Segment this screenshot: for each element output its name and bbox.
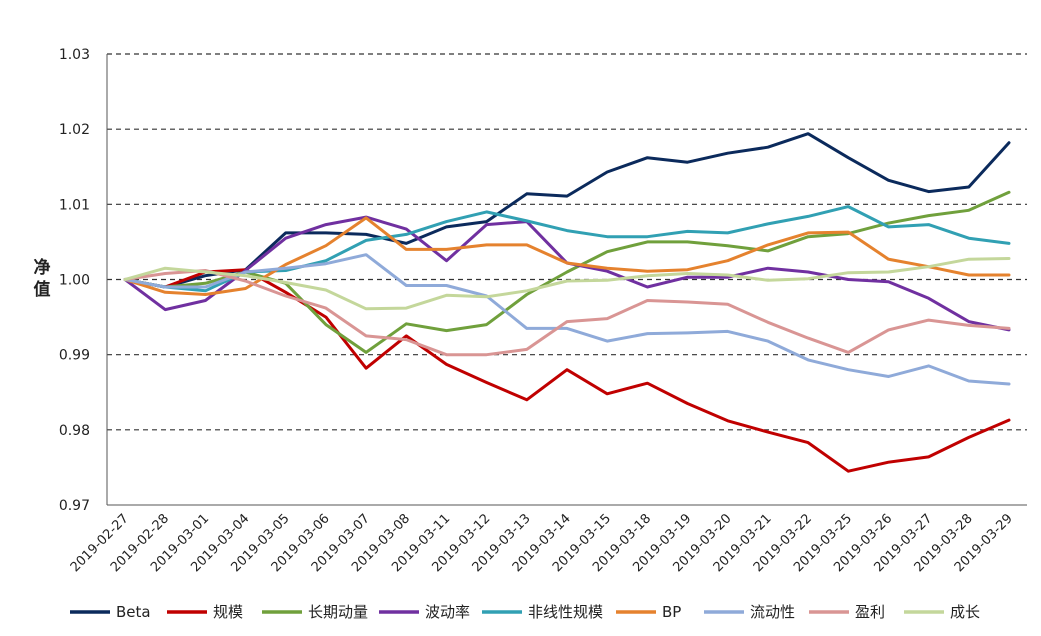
legend-label: 非线性规模	[528, 603, 603, 621]
x-axis-ticks: 2019-02-272019-02-282019-03-012019-03-04…	[68, 511, 1016, 575]
series-line	[123, 269, 1011, 357]
series-line	[123, 268, 1011, 473]
legend-label: 长期动量	[308, 603, 368, 621]
y-axis-ticks: 0.97 0.98 0.99 1.00 1.01 1.02 1.03	[59, 47, 90, 514]
series-line	[123, 132, 1011, 289]
y-tick-label: 1.03	[59, 47, 90, 63]
y-tick-label: 0.97	[59, 498, 90, 514]
legend: Beta 规模 长期动量 波动率 非线性规模 BP 流动性 盈利 成长	[70, 603, 980, 621]
y-tick-label: 1.00	[59, 273, 90, 289]
y-tick-label: 0.99	[59, 348, 90, 364]
legend-label: 流动性	[750, 603, 795, 621]
series-line	[123, 216, 1011, 296]
y-axis-label-bottom: 值	[34, 279, 51, 300]
y-axis-label-top: 净	[34, 257, 51, 278]
legend-label: 成长	[950, 603, 980, 621]
legend-label: 盈利	[855, 603, 885, 621]
y-tick-label: 1.02	[59, 122, 90, 138]
y-tick-label: 0.98	[59, 423, 90, 439]
series-lines	[123, 132, 1011, 473]
legend-label: 规模	[213, 603, 243, 621]
y-tick-label: 1.01	[59, 197, 90, 213]
legend-label: Beta	[116, 603, 151, 621]
series-line	[123, 253, 1011, 386]
legend-label: 波动率	[425, 603, 470, 621]
legend-label: BP	[662, 603, 681, 621]
series-line	[123, 257, 1011, 311]
